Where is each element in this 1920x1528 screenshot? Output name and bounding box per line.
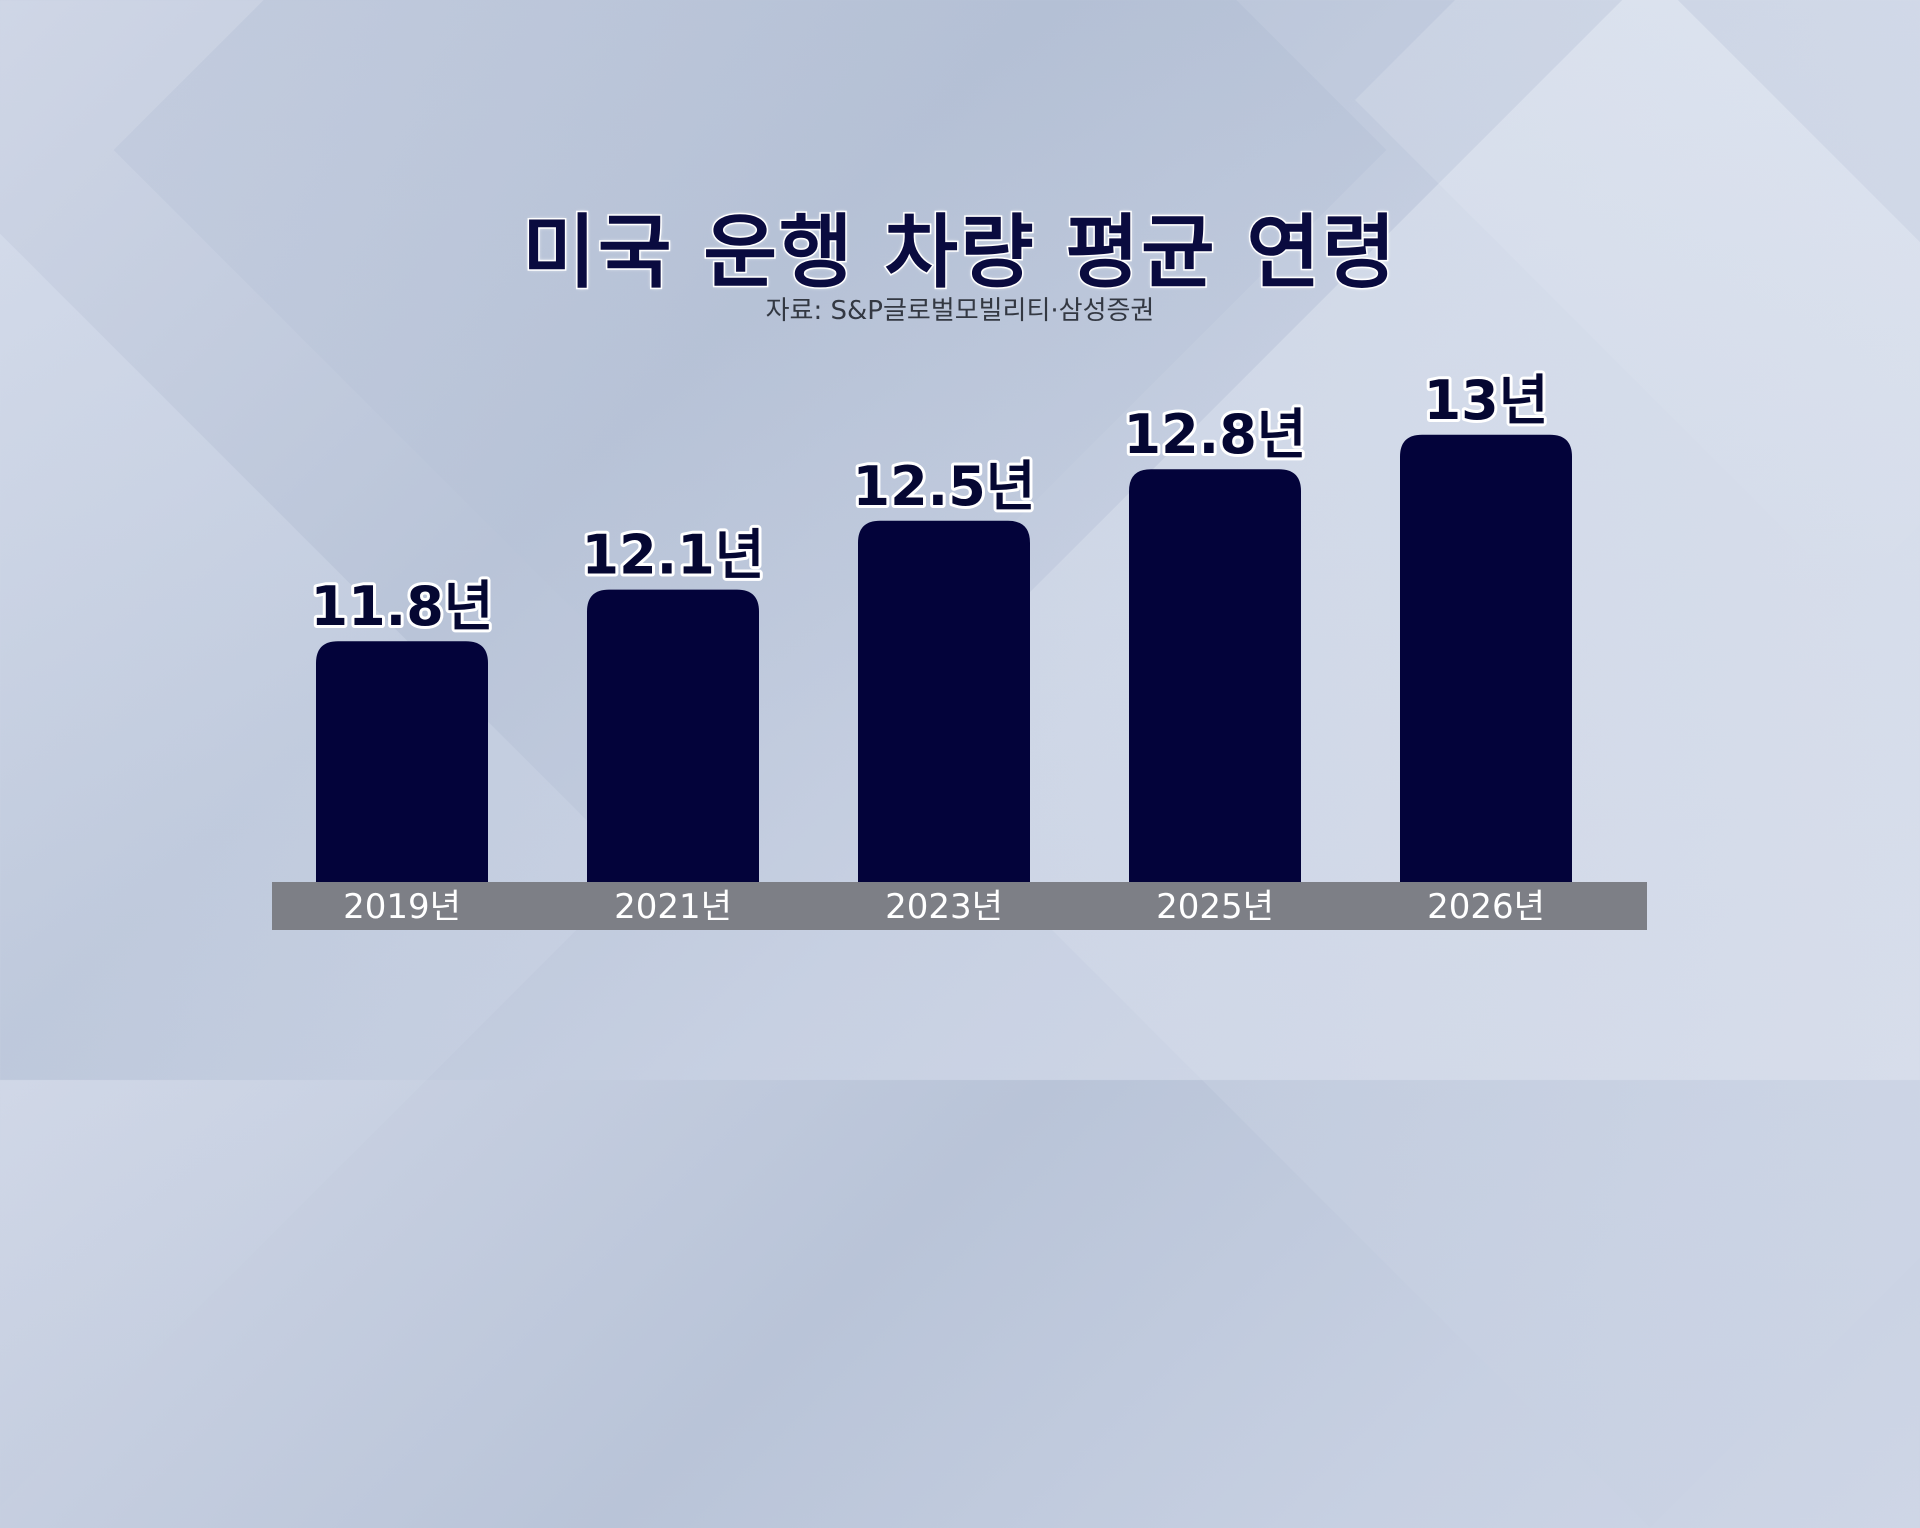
bar-value-label: 11.8년 — [311, 575, 494, 638]
bar — [858, 520, 1030, 882]
category-label: 2023년 — [885, 887, 1003, 927]
bar — [1129, 469, 1301, 882]
category-label: 2019년 — [343, 887, 461, 927]
bar — [587, 589, 759, 882]
category-label: 2025년 — [1156, 887, 1274, 927]
category-labels-group: 2019년 2021년 2023년 2025년 2026년 — [343, 887, 1545, 927]
category-label: 2026년 — [1427, 887, 1545, 927]
bar-value-label: 13년 — [1424, 369, 1549, 432]
bar-value-label: 12.8년 — [1124, 403, 1307, 466]
bar — [316, 641, 488, 882]
bar-value-label: 12.1년 — [582, 524, 765, 587]
bar — [1400, 434, 1572, 882]
value-labels-group: 11.8년 12.1년 12.5년 12.8년 13년 — [308, 366, 1552, 641]
category-axis-band — [272, 882, 1647, 930]
bar-value-label: 12.5년 — [853, 455, 1036, 518]
chart-title: 미국 운행 차량 평균 연령 — [521, 205, 1398, 301]
bars-group — [316, 434, 1572, 882]
chart-source: 자료: S&P글로벌모빌리티·삼성증권 — [765, 296, 1155, 326]
category-label: 2021년 — [614, 887, 732, 927]
